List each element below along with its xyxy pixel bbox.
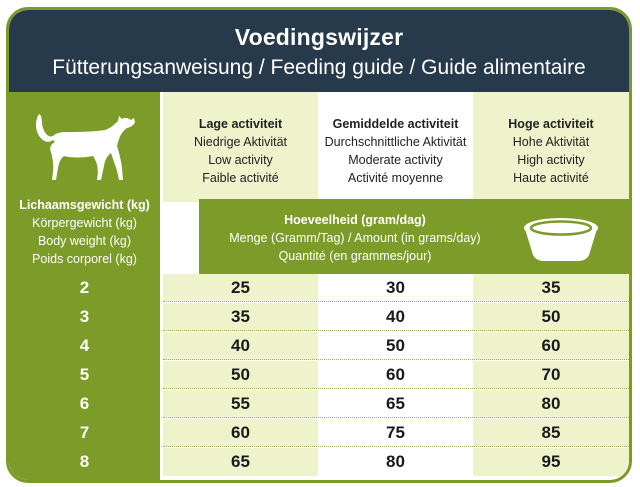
amount-moderate-cell: 60 [318,361,473,389]
weight-label-en: Body weight (kg) [37,234,132,248]
amount-label-nl: Hoeveelheid (gram/dag) [284,213,426,227]
activity-low-en: Low activity [208,153,273,167]
table-row: 7 60 75 85 [9,419,629,447]
activity-moderate-nl: Gemiddelde activiteit [332,117,459,131]
amount-moderate-cell: 30 [318,274,473,302]
amount-high-cell: 95 [473,448,629,476]
table-row: 2 25 30 35 [9,274,629,302]
amount-high-cell: 80 [473,390,629,418]
weight-cell: 3 [79,307,90,326]
amount-low-cell: 55 [163,390,318,418]
amount-moderate-cell: 75 [318,419,473,447]
activity-low: Lage activiteit Niedrige Aktivität Low a… [163,92,318,202]
weight-cell: 8 [79,452,90,471]
activity-moderate: Gemiddelde activiteit Durchschnittliche … [318,92,473,202]
amount-low-cell: 50 [163,361,318,389]
activity-low-fr: Faible activité [202,171,279,185]
amount-high-cell: 35 [473,274,629,302]
weight-label-fr: Poids corporel (kg) [32,252,137,266]
amount-low-cell: 60 [163,419,318,447]
row-separator [163,446,629,447]
amount-label-fr: Quantité (en grammes/jour) [278,249,432,263]
amount-high-cell: 50 [473,303,629,331]
activity-high-fr: Haute activité [513,171,589,185]
column-divider [160,92,163,480]
weight-cell: 6 [79,394,90,413]
header: Voedingswijzer Fütterungsanweisung / Fee… [9,10,629,92]
table-row: 5 50 60 70 [9,361,629,389]
weight-column: Lichaamsgewicht (kg) Körpergewicht (kg) … [9,92,160,480]
amount-moderate-cell: 40 [318,303,473,331]
amount-high-cell: 85 [473,419,629,447]
subtitle: Fütterungsanweisung / Feeding guide / Gu… [52,56,586,79]
activity-high-de: Hohe Aktivität [512,135,590,149]
amount-moderate-cell: 65 [318,390,473,418]
weight-cell: 2 [79,278,90,297]
activity-moderate-en: Moderate activity [348,153,443,167]
amount-high-cell: 70 [473,361,629,389]
weight-label-nl: Lichaamsgewicht (kg) [19,198,150,212]
row-separator [163,417,629,418]
table-row: 4 40 50 60 [9,332,629,360]
table-row: 8 65 80 95 [9,448,629,476]
cat-icon [35,114,135,180]
row-separator [163,301,629,302]
amount-low-cell: 40 [163,332,318,360]
feeding-guide-card: Voedingswijzer Fütterungsanweisung / Fee… [6,7,632,483]
row-separator [163,388,629,389]
food-bowl-icon [524,218,598,261]
weight-label-de: Körpergewicht (kg) [32,216,137,230]
activity-moderate-de: Durchschnittliche Aktivität [324,135,467,149]
amount-low-cell: 35 [163,303,318,331]
amount-moderate-cell: 50 [318,332,473,360]
weight-cell: 7 [79,423,90,442]
weight-cell: 5 [79,365,90,384]
amount-moderate-cell: 80 [318,448,473,476]
amount-high-cell: 60 [473,332,629,360]
weight-label: Lichaamsgewicht (kg) Körpergewicht (kg) … [9,196,160,268]
activity-high: Hoge activiteit Hohe Aktivität High acti… [473,92,629,202]
weight-cell: 4 [79,336,90,355]
activity-high-en: High activity [517,153,585,167]
activity-moderate-fr: Activité moyenne [347,171,444,185]
amount-label-de-en: Menge (Gramm/Tag) / Amount (in grams/day… [229,231,481,245]
activity-high-nl: Hoge activiteit [508,117,594,131]
amount-bar: Hoeveelheid (gram/dag) Menge (Gramm/Tag)… [199,199,629,274]
amount-low-cell: 25 [163,274,318,302]
activity-low-de: Niedrige Aktivität [193,135,288,149]
activity-low-nl: Lage activiteit [198,117,283,131]
row-separator [163,330,629,331]
row-separator [163,359,629,360]
table-row: 3 35 40 50 [9,303,629,331]
amount-label: Hoeveelheid (gram/dag) Menge (Gramm/Tag)… [199,211,511,265]
amount-low-cell: 65 [163,448,318,476]
title: Voedingswijzer [234,24,404,50]
table-row: 6 55 65 80 [9,390,629,418]
